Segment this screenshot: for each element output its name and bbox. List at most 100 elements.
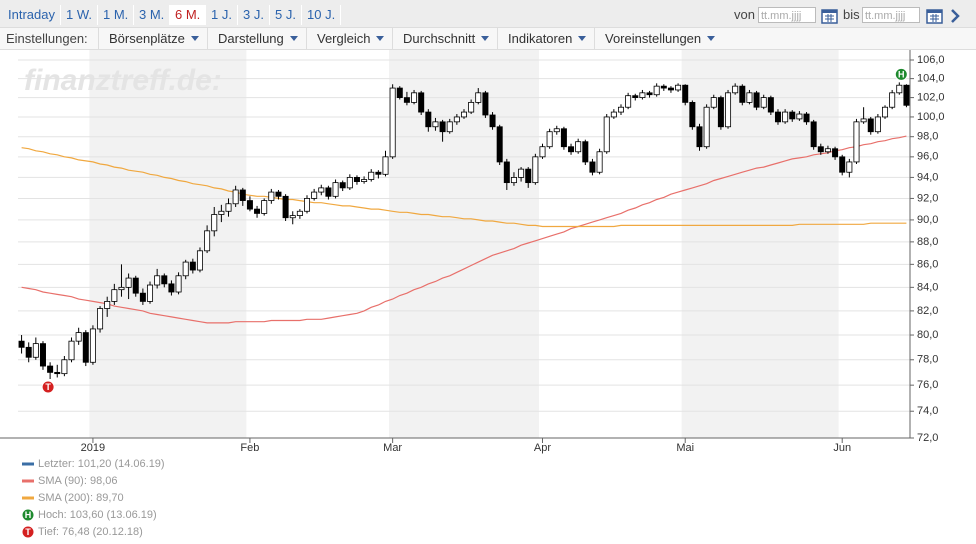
range-tab[interactable]: 5 J. <box>270 5 302 25</box>
candle-body <box>803 113 810 123</box>
candle-body <box>268 191 275 201</box>
candle-body <box>789 111 796 120</box>
menu-dropdown[interactable]: Börsenplätze <box>98 28 207 49</box>
candle-body <box>460 111 467 118</box>
candle-body <box>532 156 539 184</box>
calendar-icon[interactable] <box>821 8 838 24</box>
candle-body <box>446 121 453 133</box>
candle-body <box>118 286 125 291</box>
candle-body <box>767 97 774 113</box>
range-tab[interactable]: 3 M. <box>134 5 171 25</box>
next-button[interactable] <box>948 8 962 24</box>
candle-body <box>246 200 253 210</box>
range-tab[interactable]: 1 W. <box>61 5 99 25</box>
candle-body <box>553 128 560 133</box>
candle-body <box>667 87 674 91</box>
menu-dropdown[interactable]: Voreinstellungen <box>594 28 723 49</box>
dropdown-arrow <box>578 36 587 41</box>
candle-body <box>439 121 446 133</box>
candle-body <box>874 116 881 133</box>
candle-body <box>732 85 739 94</box>
range-tab[interactable]: 1 M. <box>98 5 135 25</box>
range-tab[interactable]: 1 J. <box>206 5 238 25</box>
candle-body <box>104 301 111 309</box>
candle-body <box>882 106 889 118</box>
candle-body <box>896 84 903 94</box>
y-tick-label: 74,0 <box>917 405 938 417</box>
candle-body <box>75 332 82 342</box>
sma-line <box>21 135 907 324</box>
candle-body <box>332 182 339 197</box>
candle-body <box>632 95 639 98</box>
candle-body <box>411 92 418 103</box>
y-tick-label: 84,0 <box>917 281 938 293</box>
range-tab[interactable]: 10 J. <box>302 5 342 25</box>
legend-label: Letzter: 101,20 (14.06.19) <box>38 458 165 470</box>
date-to-input[interactable]: tt.mm.jjjj <box>862 7 920 23</box>
candle-body <box>496 126 503 163</box>
marker-badge <box>21 508 35 522</box>
candle-body <box>774 111 781 123</box>
range-tab[interactable]: 6 M. <box>170 5 207 25</box>
candle-body <box>161 275 168 285</box>
candle-body <box>225 203 232 212</box>
candle-body <box>353 177 360 182</box>
y-tick-label: 88,0 <box>917 236 938 248</box>
candle-body <box>368 171 375 180</box>
candle-body <box>525 168 532 184</box>
y-tick-label: 100,0 <box>917 111 945 123</box>
marker-letter: T <box>45 382 51 392</box>
date-from-input[interactable]: tt.mm.jjjj <box>758 7 816 23</box>
y-tick-label: 102,0 <box>917 92 945 104</box>
range-tab[interactable]: Intraday <box>3 5 61 25</box>
y-tick-label: 98,0 <box>917 131 938 143</box>
candle-body <box>653 85 660 96</box>
candle-body <box>361 179 368 182</box>
marker-letter: T <box>25 527 31 537</box>
calendar-icon[interactable] <box>926 8 943 24</box>
legend-label: Hoch: 103,60 (13.06.19) <box>38 509 157 521</box>
candle-body <box>817 146 824 153</box>
candle-body <box>717 97 724 128</box>
dropdown-arrow <box>707 36 716 41</box>
candle-body <box>346 177 353 189</box>
marker-badge <box>41 380 55 394</box>
candle-body <box>318 187 325 193</box>
candle-body <box>47 365 54 373</box>
candle-body <box>282 195 289 219</box>
candle-body <box>254 208 261 214</box>
candle-body <box>189 261 196 271</box>
settings-label: Einstellungen: <box>6 31 88 46</box>
candle-body <box>325 187 332 197</box>
candle-body <box>824 148 831 153</box>
candle-body <box>418 92 425 113</box>
candle-body <box>396 87 403 98</box>
range-tab[interactable]: 3 J. <box>238 5 270 25</box>
candle-body <box>617 106 624 113</box>
candle-body <box>610 111 617 118</box>
menu-dropdown[interactable]: Darstellung <box>207 28 306 49</box>
candle-body <box>432 121 439 128</box>
y-tick-label: 78,0 <box>917 354 938 366</box>
y-tick-label: 86,0 <box>917 258 938 270</box>
menu-dropdown[interactable]: Durchschnitt <box>392 28 497 49</box>
candle-body <box>582 141 589 163</box>
candle-body <box>89 328 96 363</box>
candle-body <box>810 121 817 148</box>
range-bar: von tt.mm.jjjj bis tt.mm.jjjj Intraday 1 … <box>0 0 976 27</box>
dropdown-arrow <box>376 36 385 41</box>
candle-body <box>125 277 132 288</box>
candle-body <box>739 85 746 103</box>
y-tick-label: 92,0 <box>917 192 938 204</box>
candle-body <box>675 84 682 91</box>
candle-body <box>510 177 517 184</box>
sma-line <box>21 147 907 228</box>
candle-body <box>782 111 789 123</box>
y-tick-label: 76,0 <box>917 379 938 391</box>
candle-body <box>746 92 753 103</box>
candle-body <box>61 359 68 375</box>
menu-dropdown[interactable]: Indikatoren <box>497 28 594 49</box>
menu-dropdown[interactable]: Vergleich <box>306 28 392 49</box>
candle-body <box>482 92 489 116</box>
